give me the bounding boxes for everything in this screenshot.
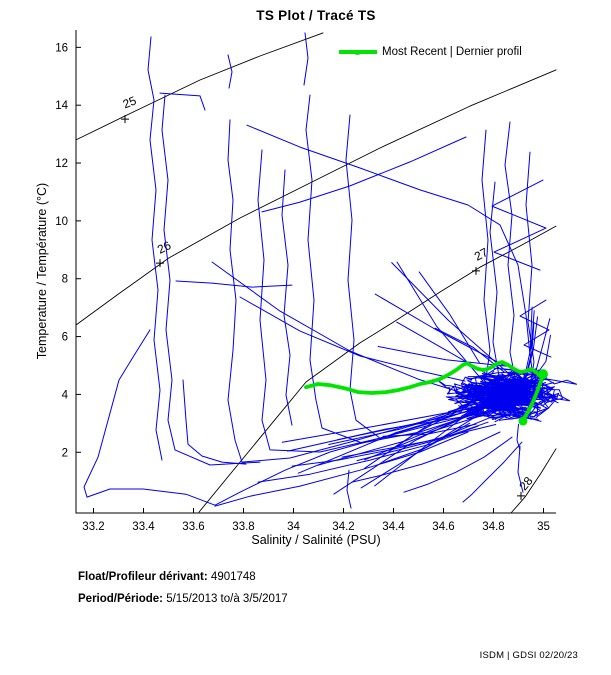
- x-axis-label: Salinity / Salinité (PSU): [251, 533, 381, 547]
- period-value: 5/15/2013 to/à 3/5/2017: [166, 593, 288, 605]
- profile-end-marker: [518, 416, 528, 426]
- profile-fan-rays: [281, 261, 551, 495]
- x-tick-label: 33.4: [132, 521, 155, 533]
- x-tick-label: 35: [537, 521, 550, 533]
- contour-plus-27: [472, 266, 480, 275]
- y-tick-label: 8: [62, 274, 68, 286]
- y-tick-label: 6: [62, 332, 68, 344]
- credit-text: ISDM | GDSI 02/20/23: [479, 650, 578, 661]
- float-value: 4901748: [210, 571, 256, 583]
- contour-label-26: 26: [155, 238, 174, 257]
- x-tick-label: 33.6: [182, 521, 204, 533]
- float-id-line: Float/Profileur dérivant: 4901748: [78, 571, 256, 583]
- legend-label: Most Recent | Dernier profil: [382, 46, 522, 58]
- legend: Most Recent | Dernier profil: [339, 46, 522, 58]
- y-axis-label: Temperature / Température (°C): [35, 182, 49, 360]
- x-tick-label: 33.2: [82, 521, 104, 533]
- y-tick-label: 4: [62, 389, 69, 401]
- x-tick-label: 34: [287, 521, 300, 533]
- axes: 33.2 33.4 33.6 33.8 34 34.2 34.4 34.6 34.8 35 2 4 6 8…: [55, 30, 556, 533]
- float-profiles: [83, 32, 552, 509]
- x-tick-label: 34.2: [332, 521, 354, 533]
- profile-end-marker: [538, 369, 548, 380]
- period-line: Period/Période: 5/15/2013 to/à 3/5/2017: [78, 593, 288, 605]
- contour-plus-26: [156, 259, 164, 268]
- contour-plus-25: [121, 115, 129, 124]
- contour-label-27: 27: [472, 245, 491, 264]
- x-tick-label: 33.8: [232, 521, 254, 533]
- y-tick-label: 12: [55, 158, 68, 170]
- x-tick-label: 34.6: [432, 521, 454, 533]
- y-tick-label: 16: [55, 42, 68, 54]
- x-tick-label: 34.4: [382, 521, 405, 533]
- most-recent-profile: [304, 360, 548, 426]
- line-marker-dot: [354, 50, 361, 55]
- contour-label-25: 25: [121, 93, 139, 111]
- period-label: Period/Période:: [78, 593, 163, 605]
- float-label: Float/Profileur dérivant:: [78, 571, 208, 583]
- x-tick-label: 34.8: [482, 521, 504, 533]
- y-tick-label: 2: [62, 447, 68, 459]
- most-recent-line-swatch: [339, 50, 377, 55]
- y-tick-label: 14: [55, 100, 68, 112]
- contour-plus-28: [517, 491, 525, 500]
- chart-title: TS Plot / Tracé TS: [256, 8, 376, 23]
- y-tick-label: 10: [55, 216, 68, 228]
